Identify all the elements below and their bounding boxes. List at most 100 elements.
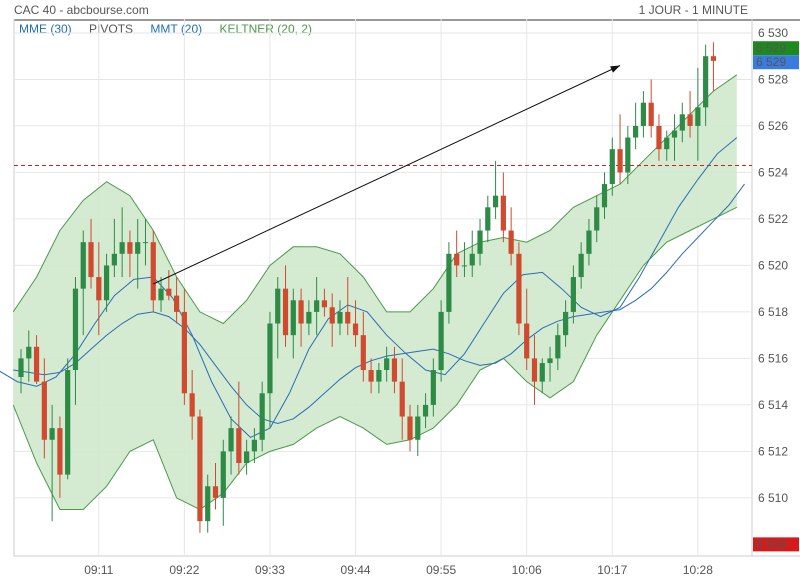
candle-body [695,107,701,126]
candle-body [352,323,359,336]
candle-body [259,393,265,440]
y-tick-label: 6 526 [758,119,788,133]
y-tick-label: 6 524 [758,165,788,179]
candle-body [189,393,195,417]
y-tick-label: 6 520 [758,258,788,272]
trendline-arrowhead [610,65,621,73]
candle-body [345,311,351,324]
y-tick-label: 6 512 [758,444,788,458]
candle-body [18,358,24,377]
candle-body [617,149,623,173]
candle-body [601,184,608,208]
candle-body [477,230,483,254]
keltner-lower-line [12,206,738,511]
y-tick-label: 6 518 [758,305,788,319]
candle-body [236,428,242,464]
x-tick-label: 10:06 [512,563,542,577]
mme-30-line [13,183,745,425]
candle-body [633,125,639,138]
candle-body [158,288,164,301]
candle-body [640,102,646,126]
x-tick-label: 10:28 [683,563,713,577]
trendline [153,65,621,285]
candle-body [267,323,273,394]
candle-body [454,253,460,266]
low-price-label-bg [753,537,799,552]
candle-body [625,137,631,173]
candle-body [135,242,141,254]
candle-body [197,416,203,522]
candle-body [500,195,506,231]
candle-body [72,288,79,371]
candle-body [298,300,304,324]
candle-body [555,335,561,359]
y-tick-label: 6 522 [758,212,788,226]
candle-body [88,242,94,278]
candle-body [438,311,444,371]
candle-body [524,323,530,359]
candle-body [539,363,545,382]
candle-body [492,195,499,208]
x-tick-label: 10:17 [597,563,627,577]
chart-title: CAC 40 - abcbourse.com [14,3,149,17]
x-tick-label: 09:22 [169,563,199,577]
candle-body [166,288,172,296]
candle-body [142,242,149,244]
candle-body [174,295,180,312]
candle-body [33,346,40,382]
candle-body [329,307,335,324]
candle-body [212,486,219,498]
candle-body [586,230,592,254]
period-label[interactable]: 1 JOUR - 1 MINUTE [638,3,748,17]
candle-body [57,428,63,475]
candle-body [314,300,320,312]
candle-body [485,207,491,231]
candle-body [103,265,110,301]
candle-body [244,451,250,464]
candle-body [563,311,569,336]
keltner-upper-line [12,74,738,325]
x-tick-label: 09:44 [341,563,371,577]
low-price-label: 6 508 [756,537,786,551]
candle-body [594,207,600,231]
mme-price-label-bg [753,55,799,70]
candle-body [609,149,615,185]
candle-body [26,346,32,359]
candle-body [360,335,366,371]
candle-body [415,416,421,440]
candle-body [516,253,522,324]
candle-body [422,404,429,417]
candle-body [570,277,576,312]
candle-body [65,370,71,475]
x-tick-label: 09:33 [255,563,285,577]
y-tick-label: 6 510 [758,491,788,505]
candle-body [671,130,678,138]
candle-body [710,56,717,61]
candle-body [384,358,390,371]
candle-body [376,370,382,382]
y-tick-label: 6 516 [758,351,788,365]
candle-body [49,428,55,440]
candle-body [368,370,374,382]
candle-body [469,253,475,266]
mmt-20-line [0,137,738,439]
chart-header: CAC 40 - abcbourse.com 1 JOUR - 1 MINUTE [0,0,800,20]
candle-body [111,253,117,266]
candle-body [399,381,405,417]
candle-body [508,230,514,254]
candle-body [306,311,312,324]
candle-body [150,242,156,301]
candle-body [547,358,553,364]
candle-body [275,288,281,324]
candle-body [430,370,436,405]
candle-body [41,381,47,440]
candle-body [205,486,211,522]
candle-body [337,311,343,324]
candle-body [321,300,328,308]
candle-body [127,242,133,254]
mme-price-label: 6 529 [756,55,786,69]
candle-body [282,288,289,336]
candle-body [228,428,234,452]
candle-body [80,242,86,289]
